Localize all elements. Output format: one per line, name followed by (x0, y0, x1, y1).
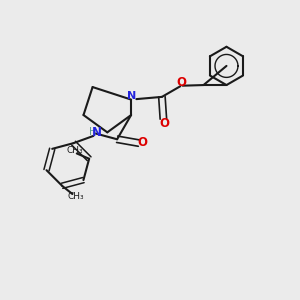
Text: O: O (176, 76, 186, 89)
Text: N: N (128, 91, 136, 101)
Text: CH₃: CH₃ (67, 193, 84, 202)
Text: CH₃: CH₃ (66, 146, 83, 155)
Text: H: H (88, 128, 96, 137)
Text: O: O (159, 117, 169, 130)
Text: O: O (138, 136, 148, 149)
Text: N: N (92, 126, 102, 139)
